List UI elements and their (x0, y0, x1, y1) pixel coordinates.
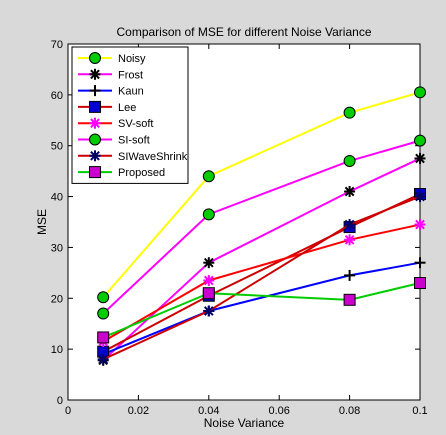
y-tick-label: 60 (51, 90, 63, 102)
data-point-proposed (414, 277, 426, 290)
data-point-siwaveshrink-d2 (203, 306, 214, 316)
data-point-noisy (202, 170, 215, 183)
series-line-sv-soft (102, 223, 421, 343)
legend-item-frost: Frost (78, 68, 143, 81)
legend-marker-sv-soft-d2 (90, 118, 100, 129)
legend-label-siwaveshrink: SIWaveShrink (118, 151, 188, 163)
x-tick-label: 0.06 (268, 405, 289, 417)
series-line-kaun (102, 261, 421, 356)
x-tick-label: 0.02 (128, 405, 149, 417)
legend-marker-lee (89, 100, 101, 113)
data-point-frost-d2 (203, 257, 214, 268)
data-point-siwaveshrink (344, 219, 356, 231)
data-point-siwaveshrink-d2 (98, 354, 109, 365)
legend-item-sv-soft: SV-soft (78, 117, 153, 130)
data-point-frost (203, 257, 215, 269)
legend-marker-frost-d2 (90, 69, 100, 80)
legend-label-frost: Frost (118, 69, 143, 81)
series-line-proposed (102, 282, 421, 339)
x-axis-title: Noise Variance (204, 416, 285, 430)
y-tick-label: 0 (57, 395, 63, 407)
series-proposed (97, 277, 426, 344)
legend-marker-siwaveshrink (89, 150, 101, 162)
x-tick-label: 0.04 (198, 405, 219, 417)
legend-item-kaun: Kaun (78, 85, 144, 98)
data-point-sv-soft-d2 (344, 234, 355, 245)
y-tick-label: 70 (51, 39, 63, 51)
data-point-siwaveshrink-d2 (415, 191, 425, 202)
legend-marker-si-soft (89, 133, 101, 146)
legend-marker-noisy (89, 52, 101, 64)
x-tick-label: 0.1 (412, 405, 427, 417)
data-point-frost (344, 185, 356, 197)
series-siwaveshrink (97, 191, 426, 365)
data-point-kaun (344, 269, 356, 281)
data-point-frost-d2 (344, 186, 355, 197)
data-point-noisy (414, 86, 426, 99)
legend-label-noisy: Noisy (118, 53, 146, 65)
data-point-sv-soft-d2 (415, 219, 425, 230)
series-line-noisy (102, 91, 421, 298)
data-point-siwaveshrink (203, 305, 215, 317)
legend-box (71, 46, 189, 184)
legend-label-lee: Lee (118, 102, 136, 114)
legend-marker-proposed (89, 166, 101, 179)
legend-label-proposed: Proposed (118, 167, 165, 179)
y-tick-label: 10 (51, 344, 63, 356)
legend-item-lee: Lee (78, 100, 136, 114)
axes: 0 0.02 0.04 0.06 0.08 0.1 0 10 20 30 40 50 60 70 (51, 39, 428, 417)
y-tick-label: 20 (51, 293, 63, 305)
series-line-si-soft (102, 139, 421, 315)
series-line-siwaveshrink (102, 195, 421, 361)
data-point-proposed (343, 293, 356, 306)
series-noisy (97, 86, 426, 304)
series-si-soft (97, 134, 426, 320)
y-axis-title: MSE (35, 209, 49, 235)
data-point-si-soft (414, 134, 426, 147)
chart-title: Comparison of MSE for different Noise Va… (116, 25, 371, 39)
data-point-siwaveshrink (414, 191, 426, 203)
data-point-sv-soft (414, 219, 426, 231)
data-point-sv-soft-d2 (203, 275, 214, 286)
data-point-noisy (343, 106, 356, 119)
data-point-kaun (414, 257, 426, 269)
data-point-frost-d2 (415, 153, 425, 164)
data-point-noisy (97, 291, 110, 304)
data-point-siwaveshrink (97, 353, 109, 365)
legend-marker-kaun (89, 85, 101, 97)
data-point-si-soft (202, 208, 215, 221)
y-tick-label: 50 (51, 141, 63, 153)
legend-label-kaun: Kaun (118, 86, 144, 98)
legend-label-sv-soft: SV-soft (118, 118, 153, 130)
legend-item-siwaveshrink: SIWaveShrink (78, 150, 188, 163)
data-point-siwaveshrink-d2 (344, 219, 355, 230)
data-point-frost (414, 152, 426, 164)
legend-item-proposed: Proposed (78, 166, 165, 179)
data-point-proposed (97, 331, 110, 344)
legend-marker-frost (89, 68, 101, 80)
x-tick-label: 0.08 (339, 405, 360, 417)
legend-marker-siwaveshrink-d2 (90, 150, 100, 161)
legend-item-si-soft: SI-soft (78, 133, 150, 147)
data-point-si-soft (97, 307, 110, 320)
data-point-proposed (202, 287, 215, 300)
series-layer (97, 86, 426, 366)
y-tick-label: 40 (51, 192, 63, 204)
y-tick-label: 30 (51, 242, 63, 254)
data-point-si-soft (343, 154, 356, 167)
data-point-sv-soft (344, 234, 356, 246)
x-tick-label: 0 (65, 405, 71, 417)
legend: Noisy Frost Kaun Lee SV-soft SI-soft SIWaveShr… (71, 46, 189, 184)
legend-label-si-soft: SI-soft (118, 135, 150, 147)
legend-item-noisy: Noisy (78, 52, 146, 65)
legend-marker-sv-soft (89, 117, 101, 129)
data-point-sv-soft (203, 274, 215, 286)
